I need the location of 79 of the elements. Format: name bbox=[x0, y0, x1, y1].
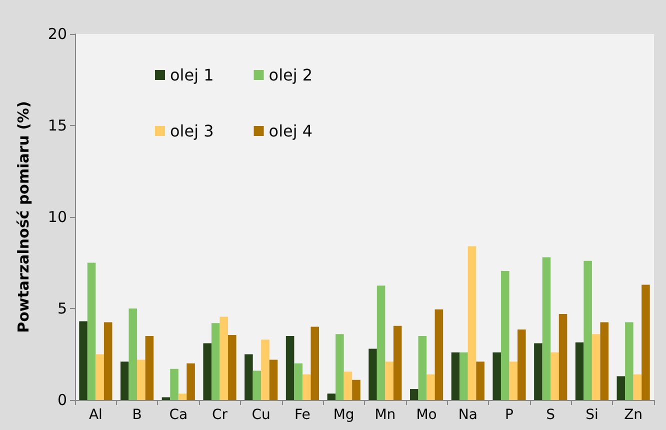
bar bbox=[625, 322, 634, 400]
bar bbox=[302, 374, 311, 400]
bar bbox=[451, 352, 460, 400]
x-tick-label: Ca bbox=[169, 407, 188, 423]
bar bbox=[368, 348, 377, 400]
bar bbox=[170, 368, 178, 400]
bar bbox=[96, 354, 104, 400]
bar bbox=[410, 389, 418, 400]
x-tick-label: Si bbox=[586, 407, 598, 423]
bar bbox=[642, 284, 650, 400]
bar bbox=[269, 360, 278, 400]
bar bbox=[534, 343, 542, 400]
y-tick-label: 15 bbox=[48, 116, 67, 134]
bar bbox=[518, 330, 526, 400]
bar bbox=[327, 394, 336, 400]
bar bbox=[434, 309, 444, 400]
bar bbox=[178, 394, 187, 400]
bar bbox=[310, 326, 320, 400]
bar bbox=[137, 360, 146, 400]
bar bbox=[584, 260, 592, 400]
bar bbox=[228, 335, 236, 400]
x-tick-label: Cu bbox=[252, 407, 270, 423]
x-tick-label: Al bbox=[88, 407, 102, 423]
bar bbox=[220, 316, 228, 400]
bar bbox=[145, 336, 154, 400]
x-tick-label: S bbox=[546, 407, 556, 423]
x-tick-label: Zn bbox=[624, 407, 643, 423]
y-tick-label: 0 bbox=[57, 391, 67, 409]
bar bbox=[261, 340, 270, 400]
bar bbox=[500, 270, 510, 400]
bar bbox=[550, 352, 559, 400]
y-tick-label: 5 bbox=[57, 300, 67, 318]
x-tick-label: Mo bbox=[416, 407, 437, 423]
bar bbox=[460, 352, 468, 400]
bar bbox=[344, 372, 352, 400]
bar bbox=[79, 321, 88, 400]
y-tick-label: 10 bbox=[48, 208, 67, 226]
bar bbox=[211, 323, 220, 400]
bar bbox=[600, 322, 609, 400]
bar bbox=[294, 363, 302, 400]
bar bbox=[286, 336, 294, 400]
x-tick-label: Cr bbox=[212, 407, 228, 423]
bar bbox=[509, 362, 518, 400]
x-tick-label: Mn bbox=[374, 407, 396, 423]
bar bbox=[575, 342, 584, 400]
bar bbox=[128, 308, 138, 400]
bar bbox=[426, 374, 435, 400]
bar bbox=[336, 334, 344, 400]
x-tick-label: B bbox=[132, 407, 142, 423]
bar bbox=[352, 380, 360, 400]
bar bbox=[616, 376, 626, 400]
bar bbox=[252, 370, 262, 400]
bar bbox=[542, 257, 551, 400]
legend-label: olej 2 bbox=[268, 66, 313, 84]
legend-label: olej 3 bbox=[170, 122, 214, 140]
x-tick-label: Na bbox=[458, 407, 478, 423]
bar bbox=[120, 362, 129, 400]
x-tick-label: P bbox=[505, 407, 514, 423]
bar bbox=[393, 326, 402, 400]
bar bbox=[558, 314, 568, 400]
bar bbox=[492, 352, 501, 400]
bar bbox=[633, 374, 642, 400]
bar bbox=[476, 362, 484, 400]
bar bbox=[418, 336, 427, 400]
x-tick-label: Mg bbox=[333, 407, 354, 423]
y-tick-label: 20 bbox=[48, 25, 67, 43]
bar bbox=[592, 334, 600, 400]
y-axis-title: Powtarzalność pomiaru (%) bbox=[14, 101, 32, 333]
bar bbox=[385, 362, 394, 400]
legend-label: olej 4 bbox=[268, 122, 313, 140]
bar bbox=[376, 286, 386, 400]
bar bbox=[104, 322, 112, 400]
legend-label: olej 1 bbox=[170, 66, 214, 84]
bar bbox=[468, 246, 476, 400]
bar bbox=[203, 343, 212, 400]
bar bbox=[186, 363, 195, 400]
x-tick-label: Fe bbox=[294, 407, 310, 423]
bar bbox=[244, 354, 253, 400]
bar bbox=[87, 262, 96, 400]
